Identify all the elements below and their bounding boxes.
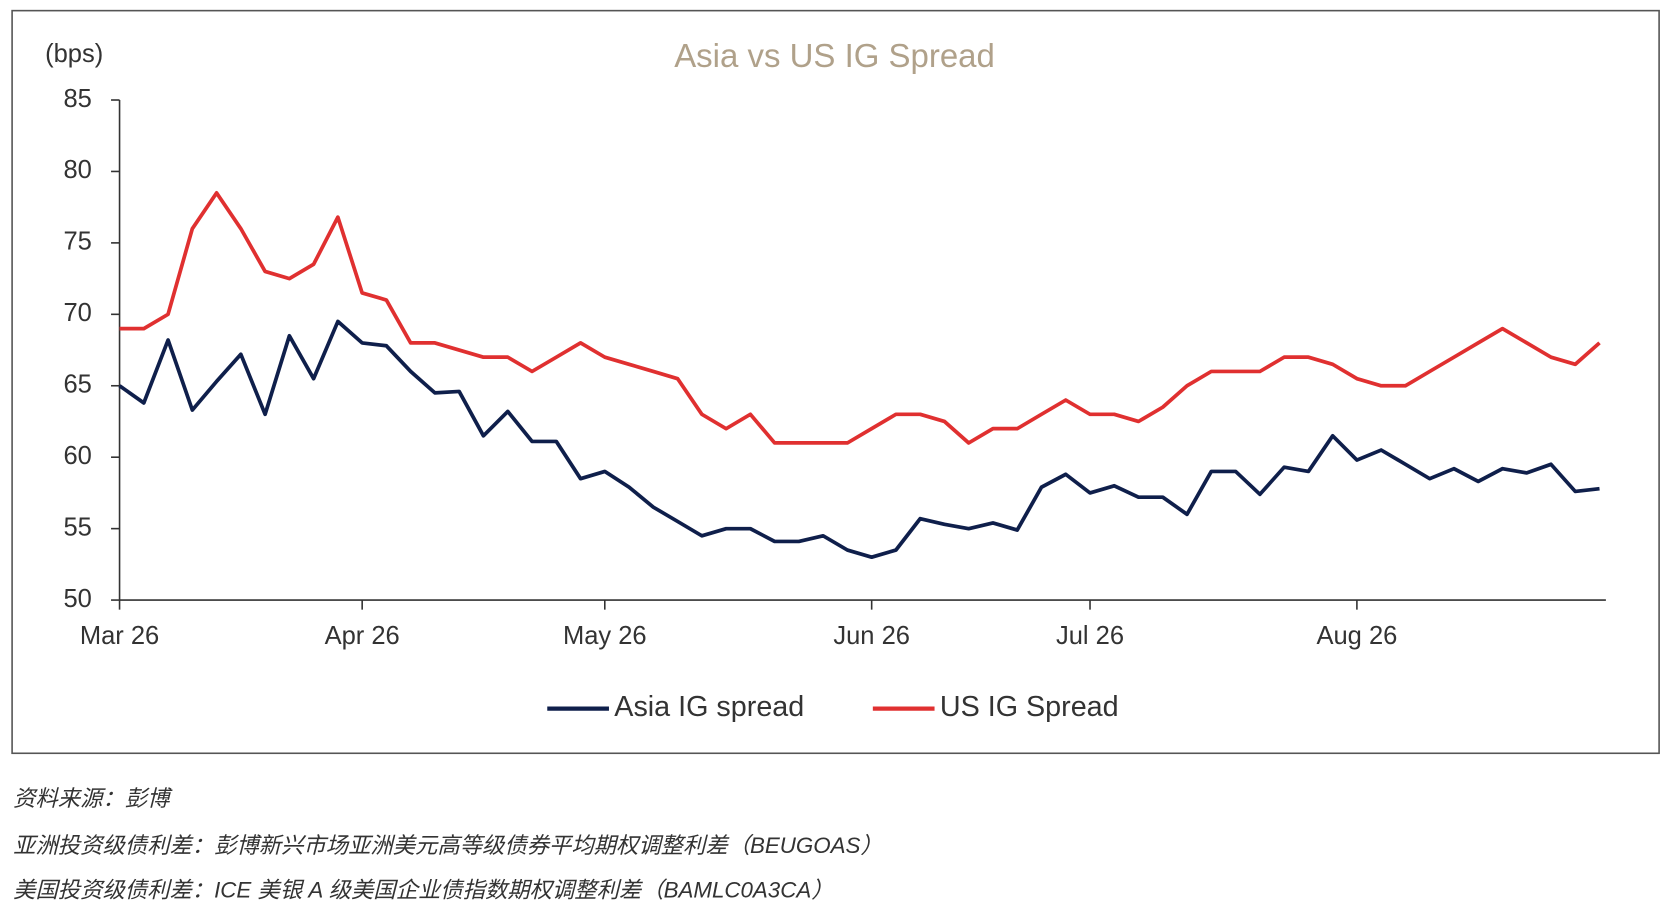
y-tick-label: 85: [64, 85, 92, 113]
note: 美国投资级债利差：ICE 美银 A 级美国企业债指数期权调整利差（BAMLC0A…: [13, 877, 833, 902]
chart-frame: [11, 9, 1660, 755]
x-tick-label: Aug 26: [1316, 622, 1397, 650]
y-tick-label: 70: [64, 299, 92, 327]
x-tick-label: Jul 26: [1056, 622, 1124, 650]
chart-title: Asia vs US IG Spread: [674, 37, 995, 74]
note: 资料来源：彭博: [13, 786, 173, 811]
y-tick-label: 60: [64, 442, 92, 470]
y-tick-label: 50: [64, 585, 92, 613]
legend-label: Asia IG spread: [614, 691, 804, 723]
x-tick-label: May 26: [563, 622, 647, 650]
y-tick-label: 75: [64, 228, 92, 256]
y-tick-label: 55: [64, 513, 92, 541]
x-tick-label: Mar 26: [80, 622, 159, 650]
legend-label: US IG Spread: [940, 691, 1119, 723]
x-tick-label: Jun 26: [833, 622, 910, 650]
x-tick-label: Apr 26: [325, 622, 400, 650]
y-tick-label: 65: [64, 371, 92, 399]
y-axis-label: (bps): [45, 40, 103, 68]
series-line: [119, 191, 1601, 445]
note: 亚洲投资级债利差：彭博新兴市场亚洲美元高等级债券平均期权调整利差（BEUGOAS…: [13, 833, 883, 858]
y-tick-label: 80: [64, 156, 92, 184]
series-line: [118, 319, 1600, 560]
